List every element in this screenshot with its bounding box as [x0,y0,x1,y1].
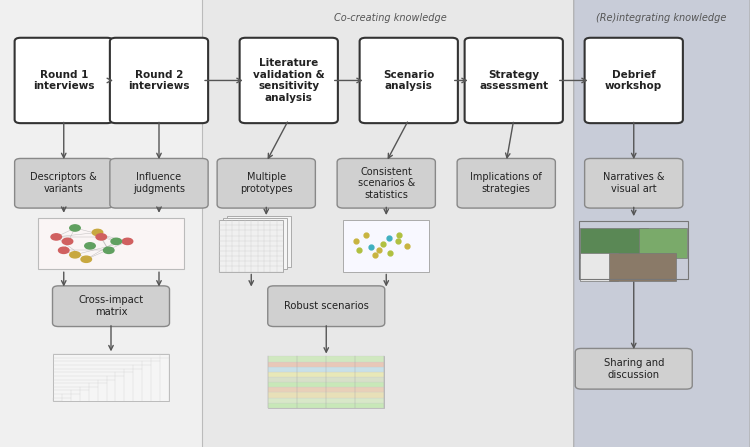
FancyBboxPatch shape [15,38,113,123]
Circle shape [81,256,92,262]
FancyBboxPatch shape [15,159,113,208]
Text: Descriptors &
variants: Descriptors & variants [31,173,98,194]
Bar [268,392,384,398]
FancyBboxPatch shape [338,159,435,208]
Circle shape [92,229,103,236]
Circle shape [62,238,73,245]
FancyBboxPatch shape [458,159,555,208]
FancyBboxPatch shape [110,38,208,123]
Text: Round 1
interviews: Round 1 interviews [33,70,94,91]
Bar [609,253,676,281]
Bar [268,362,384,367]
Bar [268,398,384,403]
FancyBboxPatch shape [574,0,750,447]
Text: Co-creating knowledge: Co-creating knowledge [334,13,446,23]
Text: Debrief
workshop: Debrief workshop [605,70,662,91]
Text: Robust scenarios: Robust scenarios [284,301,369,311]
Bar [639,228,687,258]
Bar [579,221,688,279]
Bar [268,403,384,408]
Bar [268,357,384,362]
Bar [580,228,648,258]
FancyBboxPatch shape [585,159,682,208]
Bar [53,354,169,401]
FancyBboxPatch shape [268,286,385,326]
Text: Consistent
scenarios &
statistics: Consistent scenarios & statistics [358,167,415,200]
Bar [343,220,429,271]
Circle shape [96,234,106,240]
Bar [227,215,291,267]
FancyBboxPatch shape [217,159,315,208]
FancyBboxPatch shape [575,349,692,389]
Bar [268,357,384,408]
Bar [224,218,287,269]
Circle shape [104,247,114,253]
Text: Scenario
analysis: Scenario analysis [383,70,434,91]
Text: Narratives &
visual art: Narratives & visual art [603,173,664,194]
FancyBboxPatch shape [110,159,208,208]
FancyBboxPatch shape [202,0,578,447]
Circle shape [70,252,80,258]
FancyBboxPatch shape [360,38,458,123]
Bar [268,367,384,372]
Text: Implications of
strategies: Implications of strategies [470,173,542,194]
Circle shape [51,234,62,240]
Text: Multiple
prototypes: Multiple prototypes [240,173,292,194]
Text: Literature
validation &
sensitivity
analysis: Literature validation & sensitivity anal… [253,58,325,103]
Bar [220,220,284,271]
FancyBboxPatch shape [585,38,682,123]
Bar [580,253,618,281]
Circle shape [122,238,133,245]
Circle shape [70,225,80,231]
FancyBboxPatch shape [465,38,562,123]
Text: Strategy
assessment: Strategy assessment [479,70,548,91]
FancyBboxPatch shape [53,286,170,326]
Bar [268,377,384,382]
Text: Sharing and
discussion: Sharing and discussion [604,358,664,380]
Circle shape [111,238,122,245]
FancyBboxPatch shape [240,38,338,123]
Circle shape [85,243,95,249]
Text: Cross-impact
matrix: Cross-impact matrix [79,295,143,317]
Text: Influence
judgments: Influence judgments [133,173,185,194]
Bar [268,372,384,377]
Circle shape [58,247,69,253]
Bar [268,382,384,387]
Bar [38,218,184,269]
Text: Round 2
interviews: Round 2 interviews [128,70,190,91]
Text: (Re)integrating knowledge: (Re)integrating knowledge [596,13,727,23]
Bar [268,387,384,392]
